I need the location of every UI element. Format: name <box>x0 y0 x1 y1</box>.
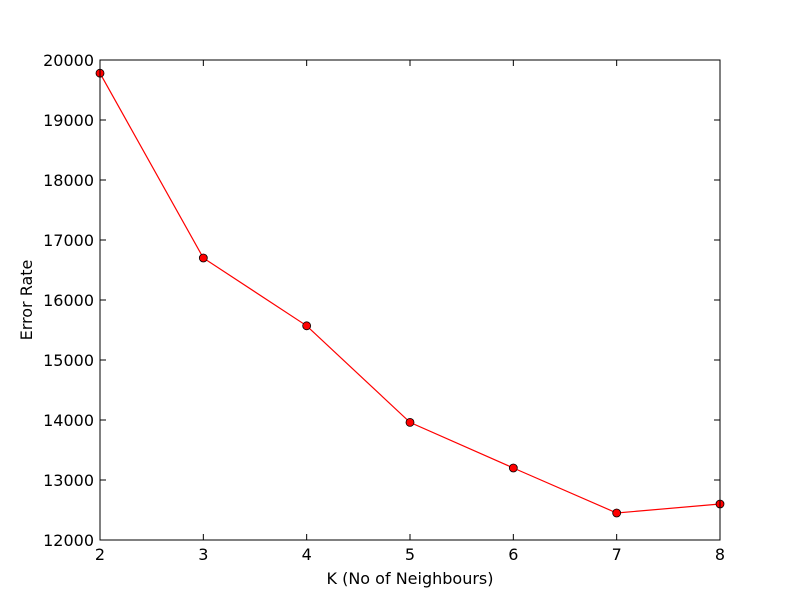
x-tick-label: 4 <box>302 545 312 564</box>
x-tick-label: 8 <box>715 545 725 564</box>
data-point <box>198 253 208 263</box>
y-tick-label: 15000 <box>43 351 94 370</box>
y-tick-label: 12000 <box>43 531 94 550</box>
x-tick-label: 7 <box>612 545 622 564</box>
y-tick-label: 20000 <box>43 51 94 70</box>
y-tick-label: 19000 <box>43 111 94 130</box>
x-tick-label: 3 <box>198 545 208 564</box>
data-point <box>508 463 518 473</box>
data-point <box>405 417 415 427</box>
x-tick-label: 2 <box>95 545 105 564</box>
y-axis-label: Error Rate <box>17 260 36 341</box>
y-tick-label: 16000 <box>43 291 94 310</box>
data-point <box>302 321 312 331</box>
x-tick-label: 6 <box>508 545 518 564</box>
y-tick-label: 17000 <box>43 231 94 250</box>
plot-frame <box>99 59 721 541</box>
x-axis-label: K (No of Neighbours) <box>327 569 494 588</box>
tick-labels: 2 3 4 5 6 7 8 12000 13000 14000 15000 16000 17000 180… <box>43 51 725 564</box>
plot-background <box>100 60 720 540</box>
y-tick-label: 14000 <box>43 411 94 430</box>
y-tick-label: 13000 <box>43 471 94 490</box>
x-tick-label: 5 <box>405 545 415 564</box>
y-tick-label: 18000 <box>43 171 94 190</box>
data-point <box>612 508 622 518</box>
